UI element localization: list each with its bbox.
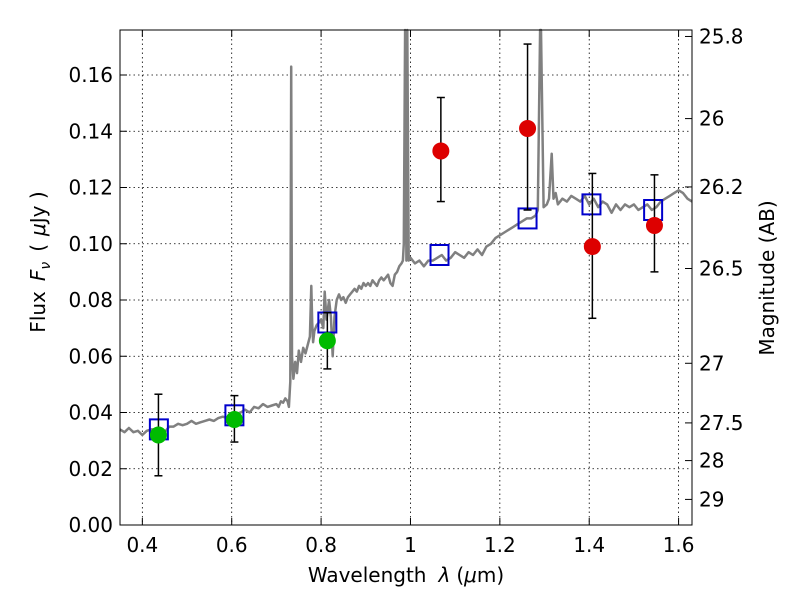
y-tick-label: 0.16 (68, 63, 113, 87)
upper-limit-point (519, 119, 537, 137)
y-tick-label: 0.04 (68, 401, 113, 425)
right-tick-label: 26.5 (699, 257, 744, 281)
ticks-layer: 0.4 0.6 0.8 1 1.2 1.4 1.6 0.00 0.02 0.04 0.06 0.08 0… (68, 24, 743, 557)
plot-frame (119, 29, 693, 526)
right-tick-label: 26 (699, 107, 724, 131)
right-tick-label: 27 (699, 351, 724, 375)
y-tick-label: 0.06 (68, 344, 113, 368)
right-tick-label: 27.5 (699, 411, 744, 435)
y-axis-label-left: FluxFν(μJy ) (26, 191, 54, 332)
detection-point (318, 332, 336, 350)
x-tick-label: 1.6 (663, 533, 695, 557)
spectrum-line (119, 28, 693, 437)
x-tick-label: 1.4 (573, 533, 605, 557)
model-photometry-square (429, 244, 450, 266)
detection-point (225, 411, 243, 429)
x-tick-label: 0.8 (305, 533, 337, 557)
upper-limit-point (432, 142, 450, 160)
y-tick-label: 0.14 (68, 119, 113, 143)
x-tick-label: 1.2 (484, 533, 516, 557)
y-tick-label: 0.00 (68, 513, 113, 537)
upper-limit-point (583, 238, 601, 256)
model-photometry-square (581, 193, 602, 216)
right-tick-label: 26.2 (699, 175, 744, 199)
right-tick-label: 28 (699, 449, 724, 473)
detection-point (149, 426, 167, 444)
spectrum-layer (119, 28, 693, 437)
x-tick-label: 1 (404, 533, 417, 557)
upper-limit-point (645, 216, 663, 234)
y-tick-label: 0.10 (68, 232, 113, 256)
right-tick-label: 25.8 (699, 24, 744, 48)
y-tick-label: 0.12 (68, 176, 113, 200)
y-tick-label: 0.08 (68, 288, 113, 312)
y-tick-label: 0.02 (68, 457, 113, 481)
grid (120, 30, 692, 526)
x-tick-label: 0.4 (126, 533, 158, 557)
measured-points-layer (149, 119, 663, 444)
x-tick-label: 0.6 (216, 533, 248, 557)
right-tick-label: 29 (699, 487, 724, 511)
x-axis-label: Wavelength λ (μm) (308, 563, 504, 587)
y-axis-label-right: Magnitude (AB) (755, 200, 779, 355)
